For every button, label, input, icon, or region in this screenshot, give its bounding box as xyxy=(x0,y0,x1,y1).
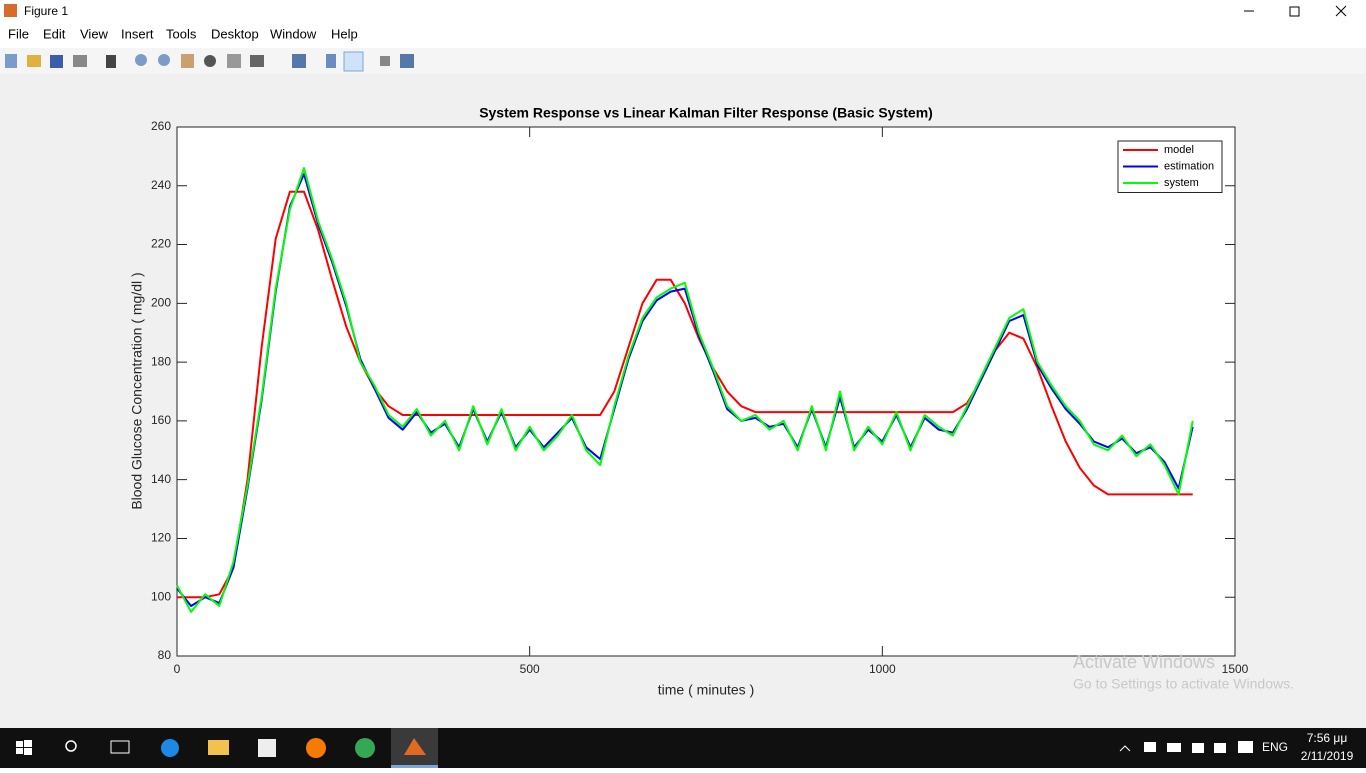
tool-icon[interactable] xyxy=(204,55,216,67)
x-axis-label: time ( minutes ) xyxy=(658,682,754,698)
tool-icon[interactable] xyxy=(106,55,116,68)
tool-icon[interactable] xyxy=(380,56,390,66)
tool-icon[interactable] xyxy=(158,54,170,66)
store-icon[interactable] xyxy=(258,739,276,757)
y-tick-label: 160 xyxy=(151,413,171,427)
tray-icon[interactable] xyxy=(1144,742,1156,752)
tool-icon[interactable] xyxy=(400,54,414,68)
restore[interactable] xyxy=(1289,6,1300,17)
toolbar-icons[interactable] xyxy=(5,51,414,72)
task-view[interactable] xyxy=(110,740,130,754)
tray-icon[interactable] xyxy=(1214,743,1226,753)
menu-item[interactable]: Tools xyxy=(166,26,197,41)
y-tick-label: 120 xyxy=(151,531,171,545)
tool-icon[interactable] xyxy=(326,54,336,68)
chrome-icon[interactable] xyxy=(355,738,375,758)
plot: 80 100 120 140 160 180 200 220 240 260 0 500 1000 150… xyxy=(151,119,1249,676)
y-tick-label: 240 xyxy=(151,178,171,192)
watermark-title: Activate Windows xyxy=(1073,652,1215,672)
tool-icon[interactable] xyxy=(27,55,41,67)
matlab-icon[interactable] xyxy=(404,738,426,755)
legend-label: estimation xyxy=(1164,160,1214,172)
close[interactable] xyxy=(1335,5,1347,17)
firefox-icon[interactable] xyxy=(306,738,326,758)
tray-icon[interactable] xyxy=(1192,743,1204,753)
x-tick-label: 0 xyxy=(174,662,181,676)
taskbar xyxy=(0,728,1366,768)
title-menu-bar xyxy=(0,0,1366,48)
tool-icon[interactable] xyxy=(227,54,241,68)
start-button[interactable] xyxy=(16,740,32,755)
tool-icon[interactable] xyxy=(292,54,306,68)
active-indicator xyxy=(391,765,438,768)
series-line xyxy=(176,167,1194,613)
search-button[interactable] xyxy=(65,740,77,752)
app-icon xyxy=(4,4,17,17)
tray-language[interactable]: ENG xyxy=(1262,740,1288,754)
tool-icon[interactable] xyxy=(50,55,63,68)
tray-time[interactable]: 7:56 μμ xyxy=(1307,731,1348,745)
tray-date[interactable]: 2/11/2019 xyxy=(1301,749,1354,763)
menu-item[interactable]: Insert xyxy=(121,26,154,41)
menu-item[interactable]: Help xyxy=(331,26,358,41)
window-controls[interactable] xyxy=(1244,5,1347,17)
y-axis-label: Blood Glucose Concentration ( mg/dl ) xyxy=(129,272,145,509)
y-tick-label: 100 xyxy=(151,589,171,603)
y-tick-label: 260 xyxy=(151,119,171,133)
tool-icon[interactable] xyxy=(250,55,264,67)
taskbar-icons[interactable] xyxy=(16,728,438,768)
legend-label: model xyxy=(1164,144,1194,156)
y-tick-label: 220 xyxy=(151,237,171,251)
y-tick-label: 140 xyxy=(151,472,171,486)
menu-item[interactable]: Edit xyxy=(43,26,66,41)
menu-bar: File Edit View Insert Tools Desktop Window Help xyxy=(8,26,358,41)
tool-icon[interactable] xyxy=(5,54,17,68)
explorer-icon[interactable] xyxy=(208,740,229,755)
x-tick-label: 1000 xyxy=(869,662,896,676)
tray-icon[interactable] xyxy=(1238,741,1253,753)
chart-title: System Response vs Linear Kalman Filter … xyxy=(479,105,933,121)
y-tick-label: 80 xyxy=(158,648,172,662)
tool-icon[interactable] xyxy=(135,54,147,66)
edge-icon[interactable] xyxy=(161,739,179,757)
tool-icon[interactable] xyxy=(181,54,194,68)
menu-item[interactable]: Window xyxy=(270,26,317,41)
tray-icon[interactable] xyxy=(1167,743,1181,752)
tray-icons[interactable] xyxy=(1119,741,1253,753)
y-tick-label: 180 xyxy=(151,354,171,368)
axes-box xyxy=(176,126,1236,657)
legend-label: system xyxy=(1164,177,1199,189)
menu-item[interactable]: File xyxy=(8,26,29,41)
window-title: Figure 1 xyxy=(24,4,68,18)
tool-icon[interactable] xyxy=(343,51,364,72)
tray-expand[interactable] xyxy=(1119,745,1131,752)
y-tick-label: 200 xyxy=(151,296,171,310)
watermark-subtitle: Go to Settings to activate Windows. xyxy=(1073,676,1294,692)
menu-item[interactable]: View xyxy=(80,26,109,41)
series-line xyxy=(177,190,1193,599)
x-tick-label: 1500 xyxy=(1222,662,1249,676)
menu-item[interactable]: Desktop xyxy=(211,26,259,41)
x-tick-label: 500 xyxy=(520,662,540,676)
tool-icon[interactable] xyxy=(73,55,87,67)
